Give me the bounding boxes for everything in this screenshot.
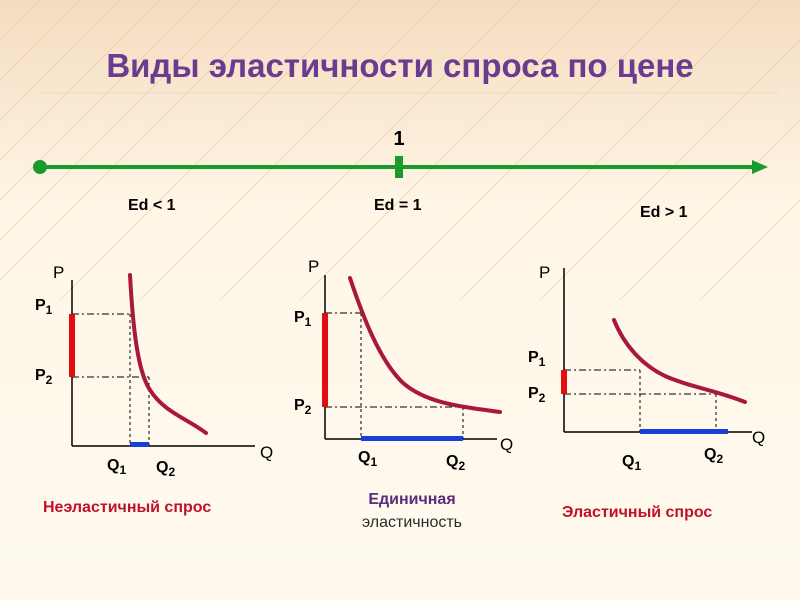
q-axis-label: Q: [260, 443, 273, 462]
p1-label: P1: [35, 297, 53, 317]
demand-curve: [612, 318, 747, 404]
label-ed-less-1: Ed < 1: [128, 197, 176, 214]
q1-label: Q1: [107, 457, 126, 477]
graph-elastic: P Q P1 P2 Q1 Q2 Эластичный спрос: [528, 263, 765, 521]
p2-label: P2: [294, 397, 312, 417]
scale-arrowhead: [752, 160, 768, 174]
page-title: Виды эластичности спроса по цене: [106, 47, 693, 84]
graph-inelastic: P Q P1 P2 Q1 Q2 Неэластичный спрос: [35, 263, 273, 516]
price-change-bar: [69, 314, 75, 377]
quantity-change-bar: [361, 436, 463, 441]
q-axis-label: Q: [752, 428, 765, 447]
p1-label: P1: [294, 309, 312, 329]
scale-origin-dot: [33, 160, 47, 174]
caption-elastic: Эластичный спрос: [562, 504, 712, 521]
caption-inelastic: Неэластичный спрос: [43, 499, 211, 516]
elasticity-scale: 1 Ed < 1 Ed = 1 Ed > 1: [33, 128, 768, 221]
caption-unit-elastic-line2: эластичность: [362, 514, 462, 531]
scale-unit-label: 1: [393, 128, 404, 150]
q2-label: Q2: [156, 459, 175, 479]
p2-label: P2: [528, 385, 546, 405]
quantity-change-bar: [640, 429, 728, 434]
q1-label: Q1: [622, 453, 641, 473]
q2-label: Q2: [704, 446, 723, 466]
demand-curve: [348, 276, 502, 414]
label-ed-equal-1: Ed = 1: [374, 197, 422, 214]
price-change-bar: [561, 370, 567, 394]
background-diagonal-stripes: [0, 0, 800, 301]
scale-unit-tick: [395, 156, 403, 178]
demand-curve: [128, 273, 208, 435]
q-axis-label: Q: [500, 435, 513, 454]
label-ed-greater-1: Ed > 1: [640, 204, 688, 221]
caption-unit-elastic-line1: Единичная: [368, 491, 455, 508]
q2-label: Q2: [446, 453, 465, 473]
p1-label: P1: [528, 349, 546, 369]
bottom-band: [0, 565, 800, 600]
q1-label: Q1: [358, 449, 377, 469]
p-axis-label: P: [53, 263, 64, 282]
p-axis-label: P: [308, 257, 319, 276]
p-axis-label: P: [539, 263, 550, 282]
quantity-change-bar: [130, 442, 149, 447]
p2-label: P2: [35, 367, 53, 387]
graph-unit-elastic: P Q P1 P2 Q1 Q2 Единичная эластичность: [294, 257, 513, 531]
price-change-bar: [322, 313, 328, 407]
